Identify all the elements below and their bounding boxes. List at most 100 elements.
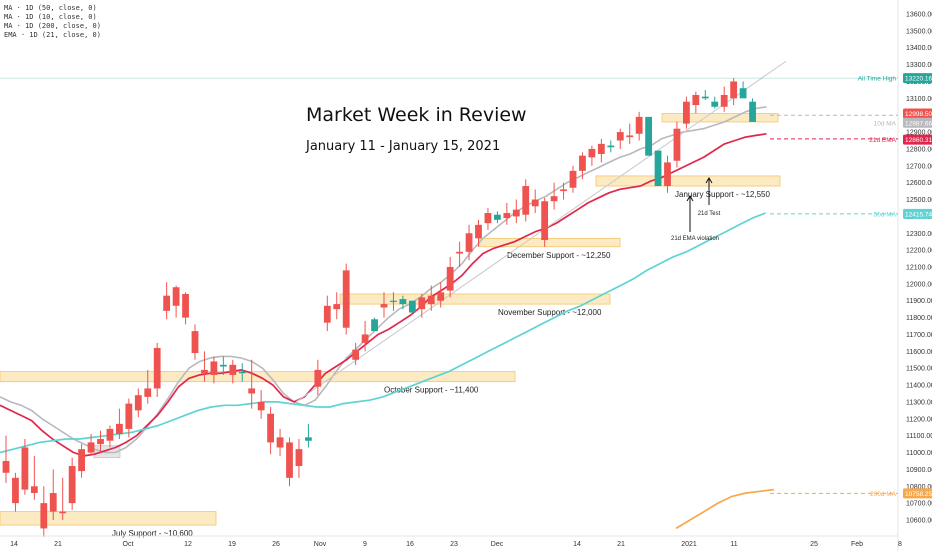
candle-body[interactable] <box>314 369 322 387</box>
candle-body[interactable] <box>635 116 643 134</box>
candle-body[interactable] <box>494 214 501 220</box>
candle-body[interactable] <box>59 511 67 514</box>
candle-body[interactable] <box>446 267 454 291</box>
candle-body[interactable] <box>125 403 133 429</box>
candle-body[interactable] <box>503 213 511 219</box>
candle-body[interactable] <box>664 162 671 187</box>
candle-body[interactable] <box>182 293 189 318</box>
y-tick-label: 12500.00 <box>906 197 932 204</box>
candle-body[interactable] <box>144 388 152 397</box>
candle-body[interactable] <box>465 233 473 252</box>
candle-body[interactable] <box>408 300 416 313</box>
candle-body[interactable] <box>295 449 303 467</box>
candle-body[interactable] <box>399 299 407 305</box>
candle-body[interactable] <box>720 94 728 107</box>
candle-body[interactable] <box>352 349 360 360</box>
candle-body[interactable] <box>78 449 85 472</box>
candle-body[interactable] <box>701 96 709 99</box>
candle-body[interactable] <box>550 196 558 202</box>
candle-body[interactable] <box>654 150 662 187</box>
y-tick-label: 12700.00 <box>906 163 932 170</box>
x-tick-label: 14 <box>10 541 18 548</box>
candle-body[interactable] <box>276 437 284 448</box>
candle-body[interactable] <box>248 388 256 394</box>
candle-body[interactable] <box>2 460 10 473</box>
candle-body[interactable] <box>484 213 492 224</box>
candle-body[interactable] <box>739 88 747 99</box>
candle-body[interactable] <box>645 116 652 156</box>
candle-body[interactable] <box>390 300 397 302</box>
candle-body[interactable] <box>12 477 19 504</box>
candle-body[interactable] <box>40 503 48 529</box>
candle-body[interactable] <box>456 251 463 254</box>
candle-body[interactable] <box>569 170 577 188</box>
annotation-label: 21d EMA violation <box>671 236 719 242</box>
legend-ma10[interactable]: MA · 1D (10, close, 0) <box>4 13 97 21</box>
candle-body[interactable] <box>730 81 738 99</box>
candle-body[interactable] <box>380 304 388 308</box>
x-tick-label: 23 <box>450 541 458 548</box>
candle-body[interactable] <box>579 155 586 171</box>
y-tick-label: 11400.00 <box>906 383 932 390</box>
indicator-legend[interactable]: MA · 1D (50, close, 0) MA · 1D (10, clos… <box>4 4 101 39</box>
price-axis[interactable]: 10600.00 10700.00 10800.00 10900.00 11000.00… <box>906 12 932 525</box>
candle-body[interactable] <box>512 209 520 217</box>
candle-body[interactable] <box>371 319 378 332</box>
candle-body[interactable] <box>172 287 180 306</box>
candle-body[interactable] <box>191 331 199 354</box>
candle-body[interactable] <box>749 101 756 122</box>
candle-body[interactable] <box>361 334 369 343</box>
candle-body[interactable] <box>163 295 171 311</box>
legend-ma200[interactable]: MA · 1D (200, close, 0) <box>4 22 101 30</box>
candle-body[interactable] <box>673 128 681 161</box>
candle-body[interactable] <box>134 395 142 411</box>
candle-body[interactable] <box>68 466 76 504</box>
candle-body[interactable] <box>475 224 482 239</box>
legend-ma50[interactable]: MA · 1D (50, close, 0) <box>4 4 97 12</box>
price-tag-value: 12987.66 <box>905 120 932 127</box>
y-tick-label: 11100.00 <box>906 433 932 440</box>
candle-body[interactable] <box>560 189 567 192</box>
candle-body[interactable] <box>116 423 123 434</box>
candle-body[interactable] <box>30 486 38 494</box>
candle-body[interactable] <box>201 369 208 374</box>
y-tick-label: 11800.00 <box>906 315 932 322</box>
candle-body[interactable] <box>229 364 237 375</box>
candle-body[interactable] <box>692 94 700 106</box>
candle-body[interactable] <box>683 101 690 124</box>
candle-body[interactable] <box>437 292 445 301</box>
candle-body[interactable] <box>87 442 95 453</box>
candle-body[interactable] <box>153 347 161 389</box>
candle-body[interactable] <box>97 439 104 445</box>
candle-body[interactable] <box>305 437 312 441</box>
candle-body[interactable] <box>607 145 615 148</box>
candle-body[interactable] <box>588 148 596 158</box>
candle-body[interactable] <box>616 132 624 141</box>
candle-body[interactable] <box>267 413 274 443</box>
candle-body[interactable] <box>257 401 265 411</box>
x-tick-label: 9 <box>363 541 367 548</box>
y-tick-label: 11200.00 <box>906 416 932 423</box>
candle-body[interactable] <box>711 101 719 107</box>
candle-body[interactable] <box>597 143 605 154</box>
candle-body[interactable] <box>541 201 549 241</box>
candle-body[interactable] <box>427 295 435 305</box>
candle-body[interactable] <box>49 493 57 512</box>
time-axis[interactable]: 14 21 Oct 12 19 26 Nov 9 16 23 Dec 14 21 2021 11 25 Feb 8 <box>0 535 902 548</box>
candle-body[interactable] <box>238 371 246 374</box>
candle-body[interactable] <box>418 297 426 310</box>
candle-body[interactable] <box>522 186 530 215</box>
y-tick-label: 12900.00 <box>906 130 932 137</box>
candle-body[interactable] <box>106 428 114 441</box>
candle-body[interactable] <box>333 304 341 310</box>
candle-body[interactable] <box>219 364 227 367</box>
legend-ema21[interactable]: EMA · 1D (21, close, 0) <box>4 31 101 39</box>
candle-body[interactable] <box>626 135 634 138</box>
candle-body[interactable] <box>21 447 29 490</box>
candle-body[interactable] <box>342 270 350 328</box>
candle-body[interactable] <box>531 199 539 207</box>
candle-body[interactable] <box>286 442 293 478</box>
candle-body[interactable] <box>210 361 218 375</box>
candle-body[interactable] <box>323 305 331 323</box>
